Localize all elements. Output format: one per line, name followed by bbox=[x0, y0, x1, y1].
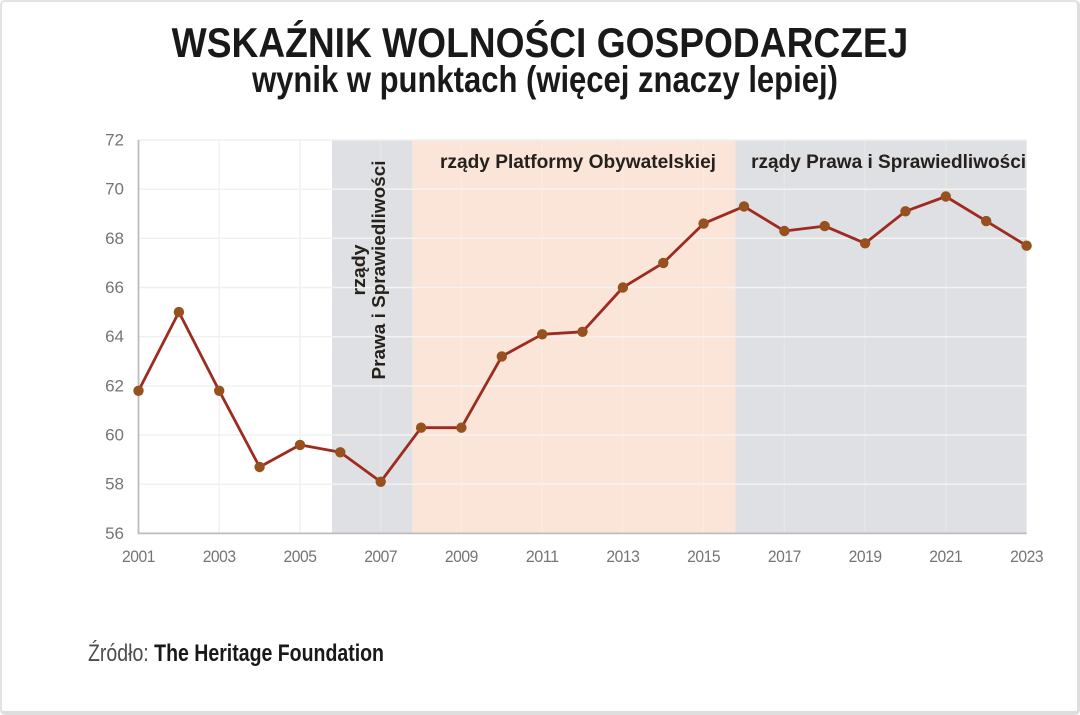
svg-text:60: 60 bbox=[105, 426, 124, 445]
svg-text:Prawa i Sprawiedliwości: Prawa i Sprawiedliwości bbox=[369, 161, 389, 380]
svg-text:2023: 2023 bbox=[1010, 547, 1043, 566]
svg-text:68: 68 bbox=[105, 229, 124, 248]
svg-text:58: 58 bbox=[105, 475, 124, 494]
svg-text:64: 64 bbox=[105, 327, 124, 346]
svg-text:2017: 2017 bbox=[768, 547, 801, 566]
svg-text:2021: 2021 bbox=[929, 547, 962, 566]
svg-text:rządy Platformy Obywatelskiej: rządy Platformy Obywatelskiej bbox=[440, 152, 716, 173]
svg-text:rządy: rządy bbox=[349, 245, 369, 296]
svg-text:2019: 2019 bbox=[849, 547, 882, 566]
svg-text:2011: 2011 bbox=[526, 547, 559, 566]
svg-text:2005: 2005 bbox=[284, 547, 317, 566]
svg-text:70: 70 bbox=[105, 180, 124, 199]
svg-text:2001: 2001 bbox=[122, 547, 155, 566]
svg-text:56: 56 bbox=[105, 524, 124, 543]
svg-text:2009: 2009 bbox=[445, 547, 478, 566]
svg-text:2003: 2003 bbox=[203, 547, 236, 566]
svg-text:2013: 2013 bbox=[606, 547, 639, 566]
svg-text:62: 62 bbox=[105, 376, 124, 395]
svg-text:66: 66 bbox=[105, 278, 124, 297]
svg-text:rządy Prawa i Sprawiedliwości: rządy Prawa i Sprawiedliwości bbox=[751, 152, 1026, 173]
svg-text:72: 72 bbox=[105, 131, 124, 150]
svg-text:2015: 2015 bbox=[687, 547, 720, 566]
svg-text:2007: 2007 bbox=[364, 547, 397, 566]
